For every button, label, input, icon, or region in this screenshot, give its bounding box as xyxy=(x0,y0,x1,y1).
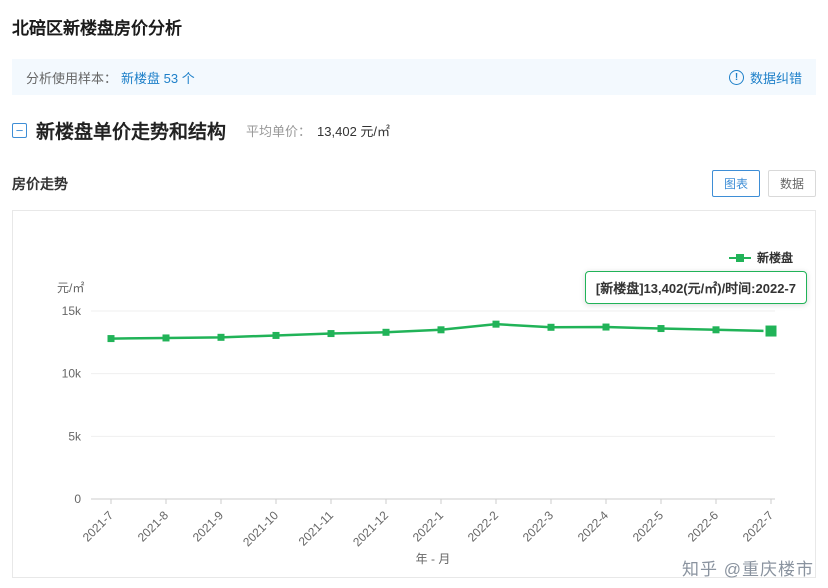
data-point[interactable] xyxy=(162,334,170,342)
page-title: 北碚区新楼盘房价分析 xyxy=(12,19,182,38)
section-title: 新楼盘单价走势和结构 xyxy=(36,122,227,143)
data-point[interactable] xyxy=(547,323,555,331)
x-tick-label: 2021-10 xyxy=(240,508,281,549)
data-point[interactable] xyxy=(327,330,335,338)
data-point[interactable] xyxy=(712,326,720,334)
correction-label: 数据纠错 xyxy=(749,70,802,86)
x-axis-title: 年 - 月 xyxy=(416,552,451,566)
view-toggle: 图表 数据 xyxy=(711,170,816,197)
avg-price-value: 13,402 元/㎡ xyxy=(317,124,391,139)
data-point[interactable] xyxy=(107,335,115,343)
y-tick-label: 5k xyxy=(68,429,82,443)
data-point[interactable] xyxy=(437,326,445,334)
chart-card: 新楼盘 元/㎡ 0 5k 10k 15k 2021-7 2021-8 2021-9 2021-… xyxy=(12,210,816,578)
x-tick-label: 2021-12 xyxy=(350,508,391,549)
y-axis-unit-label: 元/㎡ xyxy=(57,281,85,295)
data-correction-link[interactable]: ! 数据纠错 xyxy=(728,68,802,87)
sample-label: 分析使用样本： xyxy=(26,70,118,86)
sample-count: 新楼盘 53 个 xyxy=(121,70,195,86)
price-trend-chart: 0 5k 10k 15k 2021-7 2021-8 2021-9 2021-10 2021-1… xyxy=(62,304,779,566)
collapse-minus-icon[interactable]: − xyxy=(12,123,27,138)
data-point[interactable] xyxy=(492,320,500,328)
y-tick-label: 10k xyxy=(62,367,82,381)
panel-title: 房价走势 xyxy=(12,175,68,192)
legend-item[interactable]: 新楼盘 xyxy=(728,249,793,266)
data-point[interactable] xyxy=(657,325,665,333)
avg-price-label: 平均单价： xyxy=(246,124,312,139)
data-point[interactable] xyxy=(382,328,390,336)
watermark: 知乎 @重庆楼市 xyxy=(682,560,814,579)
panel-header: 房价走势 图表 数据 xyxy=(12,170,816,197)
sample-info: 分析使用样本： 新楼盘 53 个 xyxy=(26,68,195,87)
x-tick-label: 2021-9 xyxy=(190,508,227,545)
sample-bar: 分析使用样本： 新楼盘 53 个 ! 数据纠错 xyxy=(12,59,816,95)
x-tick-label: 2022-3 xyxy=(520,508,557,545)
legend-label: 新楼盘 xyxy=(756,251,793,265)
data-point-active[interactable] xyxy=(763,323,779,339)
x-tick-label: 2022-1 xyxy=(410,508,447,545)
y-tick-label: 0 xyxy=(74,492,81,506)
x-tick-label: 2021-8 xyxy=(135,508,172,545)
section-header: − 新楼盘单价走势和结构 平均单价： 13,402 元/㎡ xyxy=(12,117,816,144)
data-point[interactable] xyxy=(217,333,225,341)
legend-line-square-icon xyxy=(728,253,751,263)
x-tick-label: 2022-2 xyxy=(465,508,502,545)
y-tick-label: 15k xyxy=(62,304,82,318)
x-tick-label: 2022-7 xyxy=(740,508,777,545)
chart-tooltip: [新楼盘]13,402(元/㎡)/时间:2022-7 xyxy=(584,271,807,304)
info-icon: ! xyxy=(728,69,744,85)
x-tick-label: 2021-11 xyxy=(296,508,337,549)
x-tick-label: 2022-5 xyxy=(630,508,667,545)
x-tick-label: 2022-6 xyxy=(685,508,722,545)
tab-chart[interactable]: 图表 xyxy=(711,170,760,197)
x-tick-label: 2021-7 xyxy=(80,508,117,545)
data-point[interactable] xyxy=(272,331,280,339)
x-tick-label: 2022-4 xyxy=(575,508,612,545)
tab-data[interactable]: 数据 xyxy=(767,170,816,197)
data-point[interactable] xyxy=(602,323,610,331)
